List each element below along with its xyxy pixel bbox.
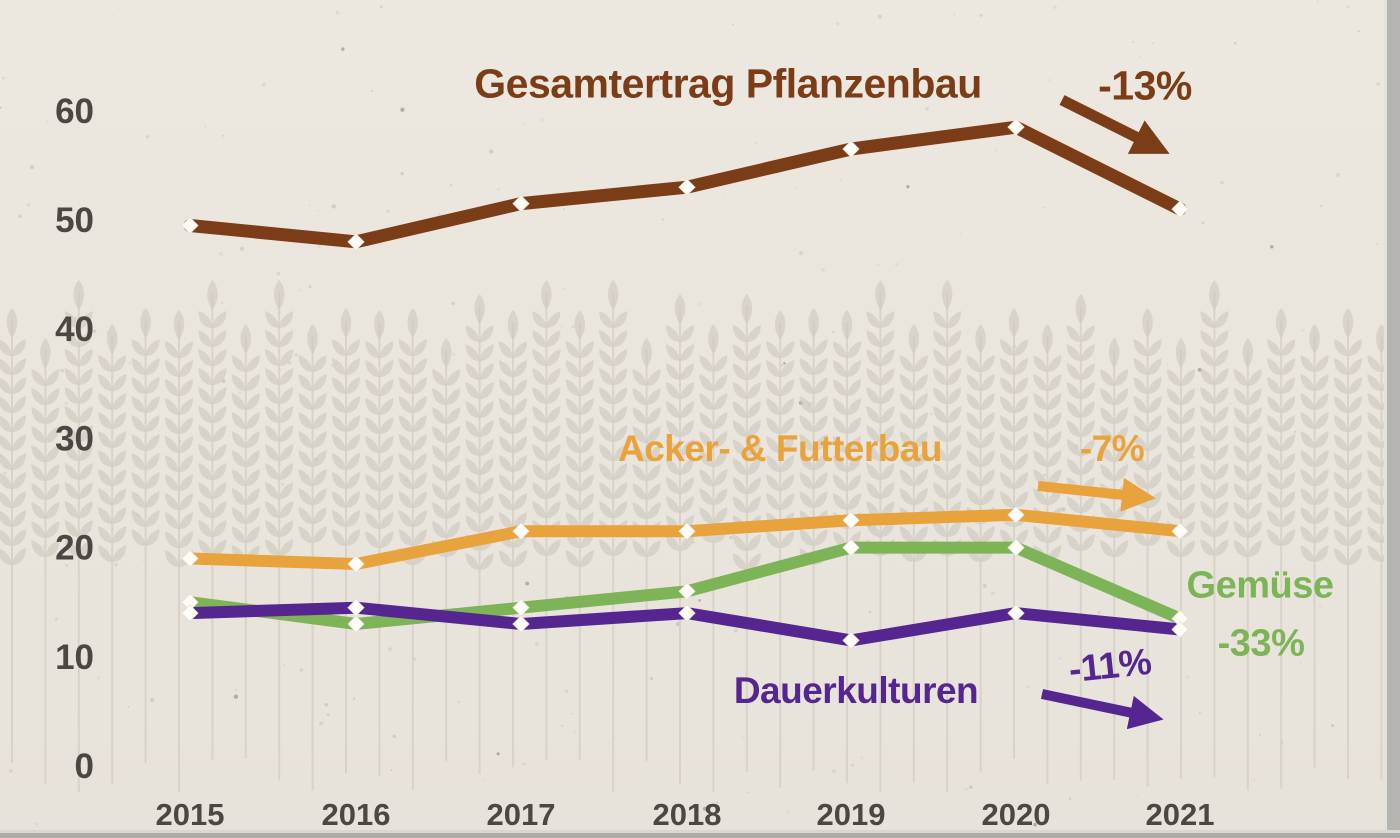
data-point-marker — [1007, 118, 1025, 136]
y-axis-tick-20: 20 — [55, 529, 94, 568]
data-point-marker — [512, 522, 530, 540]
data-point-marker — [678, 522, 696, 540]
data-point-marker — [842, 631, 860, 650]
y-axis-tick-0: 0 — [75, 747, 94, 786]
data-point-marker — [347, 615, 365, 633]
series-label-gesamtertrag: Gesamtertrag Pflanzenbau — [474, 60, 982, 107]
data-point-marker — [1007, 538, 1025, 557]
x-axis-tick-2017: 2017 — [487, 797, 556, 832]
trend-arrow-gesamtertrag-pflanzenbau — [1059, 95, 1170, 154]
change-label-gesamtertrag: -13% — [1098, 62, 1192, 109]
paper-speckles — [0, 0, 1381, 827]
data-point-marker — [1171, 609, 1189, 628]
y-axis-labels: 0 10 20 30 40 50 60 — [55, 92, 94, 786]
window-edge-right — [1384, 0, 1400, 838]
x-axis-tick-2018: 2018 — [653, 797, 722, 832]
wheat-pattern — [0, 280, 1396, 793]
data-point-marker — [512, 615, 530, 633]
change-label-dauerkulturen: -11% — [1066, 640, 1154, 691]
data-point-marker — [1171, 522, 1189, 540]
x-axis-tick-2021: 2021 — [1146, 797, 1215, 832]
data-point-marker — [181, 604, 199, 622]
y-axis-tick-30: 30 — [55, 419, 94, 458]
trend-arrow-acker-futterbau — [1037, 477, 1156, 512]
data-point-markers — [181, 118, 1189, 650]
data-point-marker — [1007, 506, 1025, 524]
x-axis-tick-2020: 2020 — [982, 797, 1051, 832]
data-point-marker — [512, 194, 530, 213]
y-axis-tick-50: 50 — [55, 201, 94, 240]
trend-arrow-dauerkulturen — [1040, 689, 1164, 730]
y-axis-tick-40: 40 — [55, 310, 94, 349]
change-label-acker-futterbau: -7% — [1079, 428, 1145, 469]
data-point-marker — [842, 538, 860, 557]
x-axis-tick-2019: 2019 — [817, 797, 886, 832]
data-point-marker — [1007, 604, 1025, 622]
x-axis-tick-2015: 2015 — [156, 797, 225, 832]
data-point-marker — [512, 599, 530, 617]
x-axis-labels: 2015 2016 2017 2018 2019 2020 2021 — [156, 797, 1215, 832]
data-point-marker — [347, 233, 365, 251]
series-label-gemuese: Gemüse — [1186, 564, 1334, 607]
data-point-marker — [1171, 200, 1189, 218]
data-point-marker — [181, 593, 199, 611]
data-point-marker — [181, 216, 199, 235]
y-axis-tick-10: 10 — [55, 638, 94, 677]
change-label-gemuese: -33% — [1217, 622, 1305, 665]
window-edge-bottom — [0, 830, 1400, 838]
data-point-marker — [678, 178, 696, 196]
data-point-marker — [842, 511, 860, 529]
data-point-marker — [347, 599, 365, 617]
data-point-marker — [842, 140, 860, 158]
data-point-marker — [678, 582, 696, 600]
y-axis-tick-60: 60 — [55, 92, 94, 131]
x-axis-tick-2016: 2016 — [322, 797, 391, 832]
series-label-acker-futterbau: Acker- & Futterbau — [617, 428, 943, 469]
wheat-ears — [0, 280, 1396, 570]
series-label-dauerkulturen: Dauerkulturen — [733, 670, 979, 711]
data-point-marker — [181, 549, 199, 568]
data-point-marker — [678, 604, 696, 622]
data-point-marker — [347, 555, 365, 573]
data-point-marker — [1171, 620, 1189, 639]
